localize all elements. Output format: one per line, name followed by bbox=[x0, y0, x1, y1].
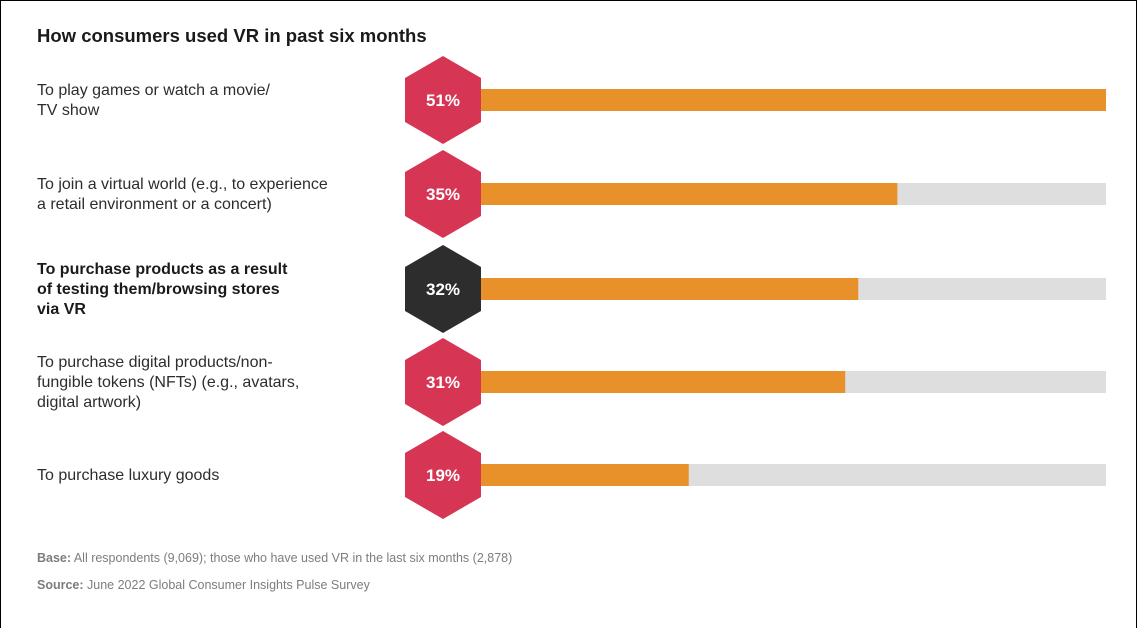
footnote-source-key: Source: bbox=[37, 578, 84, 592]
category-label-4: To purchase digital products/non-fungibl… bbox=[37, 354, 299, 411]
category-label-line: TV show bbox=[37, 102, 100, 119]
category-label-line: of testing them/browsing stores bbox=[37, 281, 280, 298]
bar-4 bbox=[441, 371, 846, 393]
footnote-source: Source: June 2022 Global Consumer Insigh… bbox=[37, 578, 370, 592]
value-hexagon-3 bbox=[405, 245, 481, 333]
category-label-2: To join a virtual world (e.g., to experi… bbox=[37, 176, 328, 213]
bar-1 bbox=[441, 89, 1106, 111]
value-label-4: 31% bbox=[426, 373, 460, 392]
value-label-2: 35% bbox=[426, 185, 460, 204]
value-hexagon-2 bbox=[405, 150, 481, 238]
category-label-line: To purchase luxury goods bbox=[37, 467, 219, 484]
category-label-line: To join a virtual world (e.g., to experi… bbox=[37, 176, 328, 193]
category-label-line: fungible tokens (NFTs) (e.g., avatars, bbox=[37, 374, 299, 391]
bar-3 bbox=[441, 278, 859, 300]
category-label-line: To play games or watch a movie/ bbox=[37, 82, 271, 99]
category-label-line: digital artwork) bbox=[37, 394, 141, 411]
chart-title: How consumers used VR in past six months bbox=[37, 25, 427, 46]
value-hexagon-5 bbox=[405, 431, 481, 519]
footnote-base-key: Base: bbox=[37, 551, 72, 565]
value-label-1: 51% bbox=[426, 91, 460, 110]
footnote-source-text: June 2022 Global Consumer Insights Pulse… bbox=[83, 578, 370, 592]
value-hexagon-4 bbox=[405, 338, 481, 426]
value-hexagon-1 bbox=[405, 56, 481, 144]
category-label-line: via VR bbox=[37, 301, 86, 318]
category-label-3: To purchase products as a result of testi… bbox=[37, 261, 288, 318]
footnote-base-text: All respondents (9,069); those who have … bbox=[71, 551, 513, 565]
value-label-3: 32% bbox=[426, 280, 460, 299]
category-label-line: To purchase digital products/non- bbox=[37, 354, 273, 371]
category-label-5: To purchase luxury goods bbox=[37, 467, 219, 484]
category-label-line: To purchase products as a result bbox=[37, 261, 288, 278]
category-label-1: To play games or watch a movie/TV show bbox=[37, 82, 271, 119]
bar-5 bbox=[441, 464, 689, 486]
footnote-base: Base: All respondents (9,069); those who… bbox=[37, 551, 512, 565]
category-label-line: a retail environment or a concert) bbox=[37, 196, 272, 213]
value-label-5: 19% bbox=[426, 466, 460, 485]
bar-2 bbox=[441, 183, 898, 205]
